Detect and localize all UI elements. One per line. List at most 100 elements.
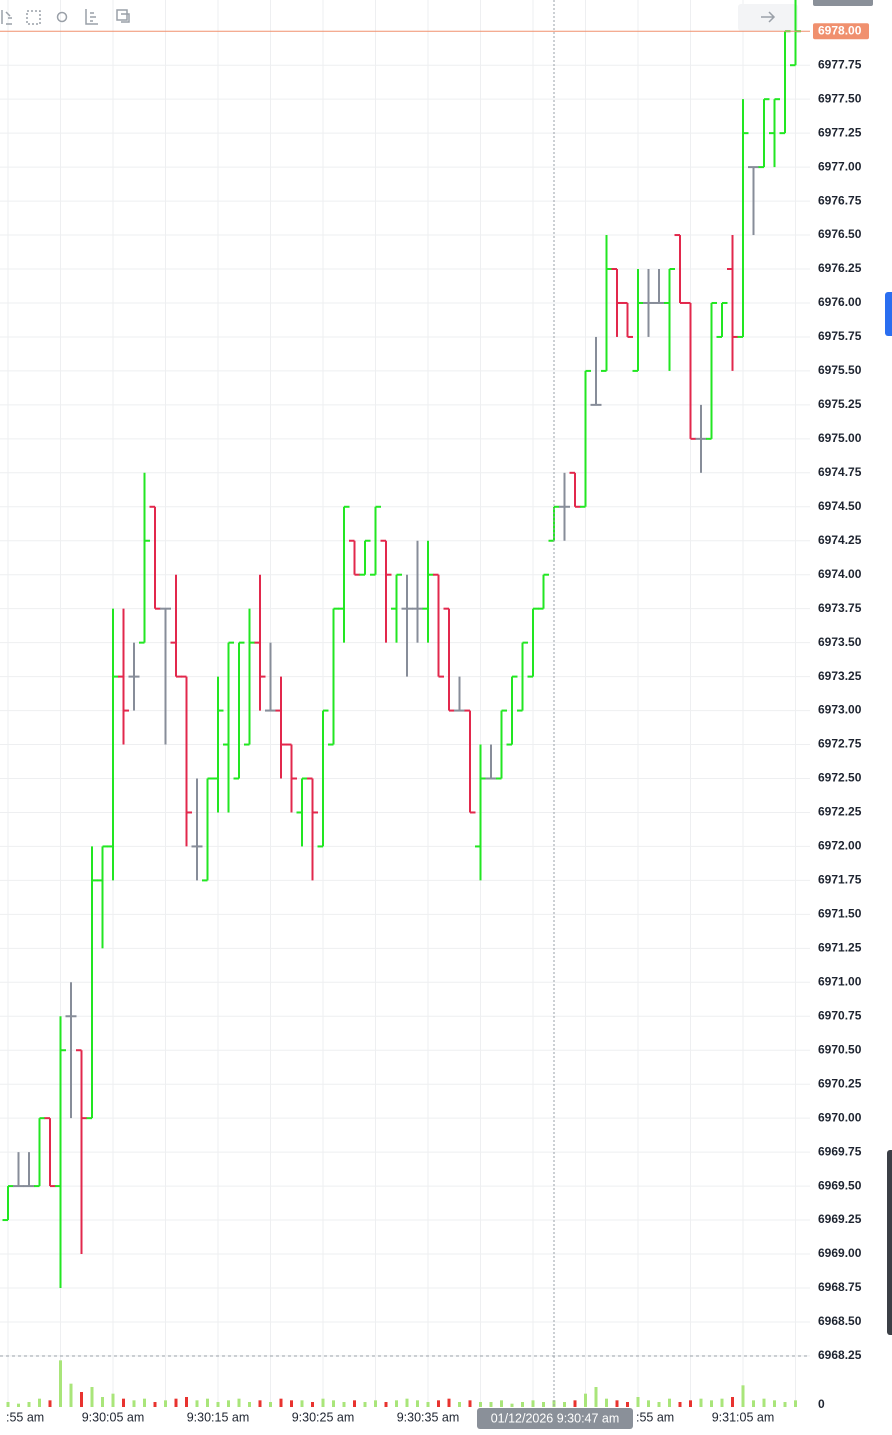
y-tick-label: 6976.75 [818, 193, 862, 207]
ohlc-bar [233, 641, 245, 780]
settings-icon[interactable] [56, 11, 68, 23]
y-tick-label: 6968.25 [818, 1348, 862, 1362]
y-tick-label: 6972.00 [818, 839, 862, 853]
ohlc-bar [727, 235, 738, 371]
ohlc-bar [737, 99, 749, 338]
volume-bar [269, 1402, 272, 1407]
last-price-box [813, 23, 869, 40]
volume-bar [605, 1398, 608, 1407]
ohlc-bar [412, 540, 423, 643]
ohlc-bar [527, 607, 539, 678]
ohlc-bar [202, 777, 213, 882]
layout-icon[interactable] [116, 9, 130, 23]
volume-bar [458, 1402, 461, 1407]
y-tick-label: 6975.75 [818, 329, 862, 343]
volume-bar [237, 1398, 241, 1407]
volume-bar [111, 1393, 115, 1407]
volume-bar [300, 1400, 304, 1407]
y-tick-label: 6971.25 [818, 941, 862, 955]
ohlc-bar [611, 268, 623, 337]
y-tick-label: 6971.00 [818, 974, 862, 988]
volume-bar [101, 1397, 104, 1407]
y-tick-label: 6970.75 [818, 1008, 862, 1022]
ohlc-bar [2, 1185, 14, 1222]
ohlc-bar [170, 574, 182, 678]
side-scroll[interactable] [887, 1150, 892, 1335]
ohlc-bar [548, 505, 560, 542]
y-tick-label: 6976.00 [818, 295, 862, 309]
volume-bar [668, 1398, 671, 1407]
y-tick-label: 6969.50 [818, 1178, 862, 1192]
y-tick-label: 6971.50 [818, 907, 862, 921]
volume-bar [773, 1400, 776, 1407]
ohlc-bar [443, 607, 455, 712]
axis-icon[interactable] [85, 9, 98, 25]
volume-bar [710, 1400, 713, 1407]
volume-bar [216, 1402, 220, 1407]
volume-bar [594, 1387, 598, 1407]
grid [0, 0, 810, 1407]
volume-bar [279, 1398, 283, 1407]
scroll-button[interactable] [738, 4, 798, 31]
select-icon[interactable] [26, 10, 41, 25]
volume-bar [636, 1397, 640, 1407]
arrow-icon[interactable] [761, 11, 776, 23]
ohlc-bar [86, 846, 98, 1120]
ohlc-bar [65, 982, 77, 1119]
volume-bar [143, 1398, 146, 1407]
y-tick-label: 6970.50 [818, 1042, 862, 1056]
ohlc-bar [706, 301, 717, 440]
side-handle[interactable] [885, 292, 892, 336]
ohlc-bar [769, 98, 780, 168]
y-tick-label: 6973.50 [818, 635, 862, 649]
volume-bar [563, 1402, 566, 1407]
ohlc-bar [674, 234, 686, 304]
volume-bar [426, 1402, 430, 1407]
ohlc-bar [223, 641, 234, 813]
volume-bar [374, 1400, 377, 1407]
y-tick-label: 6973.25 [818, 669, 862, 683]
volume-bar [510, 1403, 514, 1407]
volume-bar [195, 1400, 199, 1407]
last-price-label: 6978.00 [818, 23, 862, 37]
volume-bar [521, 1402, 524, 1407]
volume-bar [500, 1400, 503, 1407]
volume-bar [542, 1402, 545, 1407]
ohlc-bar [643, 269, 654, 337]
volume-bar [353, 1400, 356, 1407]
volume-bar [342, 1402, 346, 1407]
ohlc-bar [160, 607, 171, 745]
x-tick-label: 9:30:05 am [82, 1410, 145, 1424]
ohlc-bar [496, 709, 507, 780]
y-tick-label: 6976.50 [818, 227, 862, 241]
y-tick-label: 6976.25 [818, 261, 862, 275]
volume-bar [153, 1402, 157, 1407]
ohlc-bar [338, 505, 350, 643]
ohlc-bar [139, 472, 150, 644]
y-tick-label: 6968.50 [818, 1314, 862, 1328]
volume-bar [69, 1383, 73, 1407]
ohlc-bar [559, 472, 570, 541]
volume-bar [416, 1400, 419, 1407]
y-tick-label: 6969.75 [818, 1144, 862, 1158]
tool-icon[interactable] [1, 10, 12, 25]
x-tick-label: 9:30:25 am [292, 1410, 355, 1424]
ohlc-bar [317, 709, 329, 848]
ohlc-bar [118, 608, 129, 745]
y-tick-label: 6970.25 [818, 1076, 862, 1090]
ohlc-bar [286, 743, 297, 813]
ohlc-bar [601, 235, 612, 372]
volume-bar [647, 1400, 650, 1407]
y-tick-label: 6971.75 [818, 873, 862, 887]
volume-bar [17, 1403, 20, 1407]
volume-bar [174, 1398, 178, 1407]
x-tick-label: :55 am [6, 1410, 44, 1424]
ohlc-bar [97, 845, 108, 949]
ohlc-bar [475, 744, 486, 881]
ohlc-bar [296, 777, 308, 847]
x-tick-label: 9:30:15 am [187, 1410, 250, 1424]
volume-bar [657, 1402, 661, 1407]
ohlc-bar [454, 676, 465, 712]
y-tick-label: 6974.00 [818, 567, 862, 581]
